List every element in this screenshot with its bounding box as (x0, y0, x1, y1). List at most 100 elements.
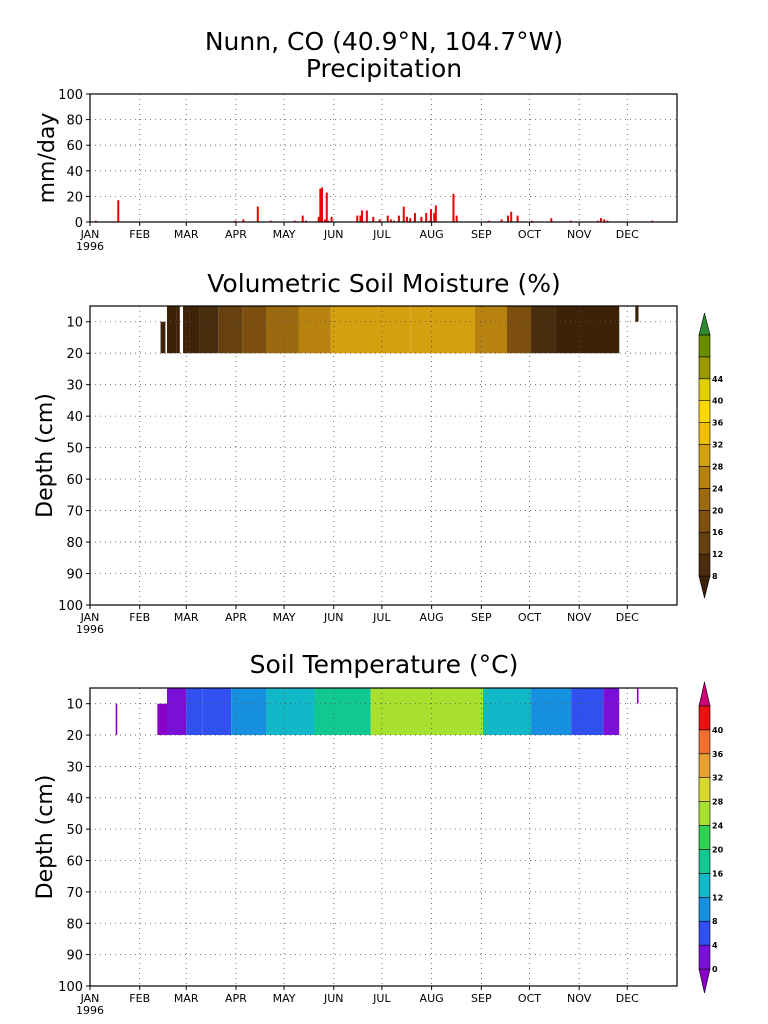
year-label: 1996 (76, 623, 104, 636)
precip-bar (293, 220, 296, 222)
colorbar-segment (698, 681, 711, 707)
colorbar-segment (698, 825, 711, 850)
y-tick-label: 50 (66, 823, 83, 838)
y-tick-label: 80 (66, 917, 83, 932)
x-tick-label-jan: JAN (80, 992, 100, 1005)
x-tick-label-mar: MAR (174, 611, 199, 624)
precip-bar (413, 213, 416, 222)
soil-moisture-title: Volumetric Soil Moisture (%) (207, 269, 561, 298)
moisture-cell (531, 306, 556, 354)
colorbar-segment (698, 356, 711, 380)
moisture-cell (410, 306, 475, 354)
y-tick-label: 40 (66, 792, 83, 807)
year-label: 1996 (76, 240, 104, 253)
x-tick-label-jan: JAN (80, 611, 100, 624)
colorbar-segment (698, 400, 711, 423)
moisture-cell (298, 306, 331, 354)
precip-bar (378, 219, 381, 222)
precip-bar (434, 205, 437, 222)
colorbar-segment (698, 466, 711, 489)
moisture-cell (176, 306, 180, 354)
y-tick-label: 70 (66, 886, 83, 901)
y-tick-label: 20 (66, 190, 83, 205)
precip-bar (325, 192, 328, 222)
temperature-cell (166, 688, 187, 736)
y-tick-label: 90 (66, 949, 83, 964)
colorbar-tick-label: 32 (712, 774, 723, 783)
colorbar-segment (698, 920, 711, 946)
colorbar-segment (698, 553, 711, 577)
precip-bar (389, 219, 392, 222)
x-tick-label-mar: MAR (174, 228, 199, 241)
colorbar-tick-label: 16 (712, 528, 724, 537)
precip-bar (402, 206, 405, 222)
moisture-y-axis-label: Depth (cm) (33, 393, 58, 518)
temperature-cell (531, 688, 572, 736)
x-tick-label-aug: AUG (420, 228, 444, 241)
colorbar-segment (698, 510, 711, 533)
y-tick-label: 30 (66, 379, 83, 394)
precip-bar (455, 215, 458, 222)
colorbar-tick-label: 40 (712, 726, 724, 735)
precip-bar (516, 215, 519, 222)
x-tick-label-nov: NOV (567, 992, 592, 1005)
moisture-cell (189, 306, 200, 354)
moisture-cell (555, 306, 620, 354)
moisture-cell (166, 306, 177, 354)
y-tick-label: 100 (58, 980, 83, 995)
moisture-cell (330, 306, 411, 354)
temperature-cell (186, 688, 203, 736)
temperature-cell (202, 688, 232, 736)
y-tick-label: 0 (75, 216, 83, 231)
colorbar-segment (698, 488, 711, 511)
colorbar-tick-label: 4 (712, 941, 718, 950)
precip-bar (234, 220, 237, 222)
moisture-cell (635, 306, 639, 322)
x-tick-label-feb: FEB (129, 228, 150, 241)
x-tick-label-jun: JUN (323, 228, 344, 241)
x-tick-label-feb: FEB (129, 611, 150, 624)
colorbar-tick-label: 32 (712, 441, 723, 450)
precip-bar (506, 215, 509, 222)
precip-bar (117, 200, 120, 222)
x-tick-label-apr: APR (225, 228, 247, 241)
y-tick-label: 100 (58, 88, 83, 103)
moisture-cell (474, 306, 507, 354)
x-tick-label-may: MAY (273, 611, 296, 624)
precip-y-axis-label: mm/day (35, 113, 60, 204)
temperature-colorbar: 0 4 8 12 16 20 24 28 32 36 40 (698, 681, 724, 994)
y-tick-label: 60 (66, 473, 83, 488)
y-tick-label: 50 (66, 442, 83, 457)
moisture-cell (218, 306, 243, 354)
colorbar-tick-label: 24 (712, 822, 724, 831)
x-tick-label-oct: OCT (518, 228, 541, 241)
x-tick-label-jun: JUN (323, 611, 344, 624)
y-tick-label: 40 (66, 410, 83, 425)
precip-bar (361, 210, 364, 222)
precip-bar (452, 193, 455, 222)
precip-bar (372, 216, 375, 222)
moisture-cell (160, 321, 166, 354)
temperature-cell (231, 688, 267, 736)
precip-bar (269, 220, 272, 222)
colorbar-segment (698, 873, 711, 898)
colorbar-tick-label: 28 (712, 462, 724, 471)
colorbar-segment (698, 422, 711, 445)
x-tick-label-sep: SEP (471, 611, 492, 624)
precip-bar (320, 187, 323, 222)
colorbar-segment (698, 378, 711, 401)
precip-bar (433, 213, 436, 222)
temperature-cell (571, 688, 604, 736)
colorbar-tick-label: 16 (712, 869, 724, 878)
x-tick-label-dec: DEC (616, 992, 639, 1005)
colorbar-tick-label: 20 (712, 506, 724, 515)
y-tick-label: 20 (66, 347, 83, 362)
soil-moisture-panel: Volumetric Soil Moisture (%) 10 20 30 40 50 6… (33, 269, 724, 636)
precip-bar (425, 213, 428, 222)
x-tick-label-oct: OCT (518, 611, 541, 624)
y-tick-label: 30 (66, 760, 83, 775)
x-tick-label-sep: SEP (471, 992, 492, 1005)
precip-bar (500, 219, 503, 222)
precip-title: Precipitation (306, 54, 462, 83)
y-tick-label: 80 (66, 536, 83, 551)
